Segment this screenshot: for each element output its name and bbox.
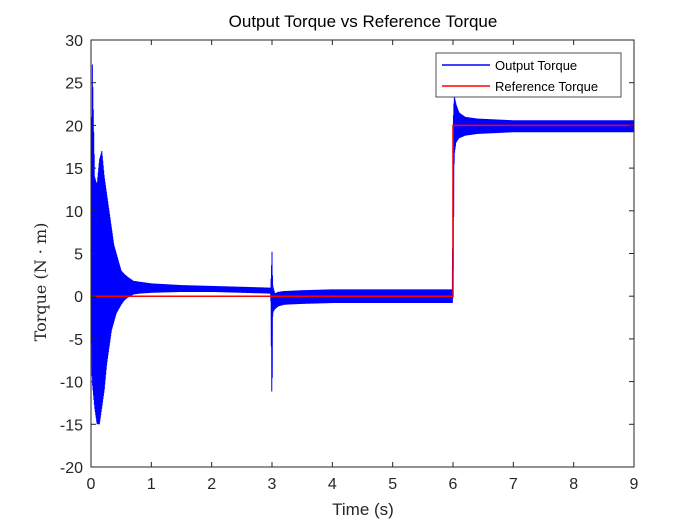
y-tick-label: -5 <box>69 332 83 349</box>
legend: Output Torque Reference Torque <box>435 52 622 98</box>
y-axis-label: Torque (N · m) <box>31 223 50 342</box>
x-tick-label: 8 <box>569 476 578 493</box>
y-tick-label: 30 <box>65 33 83 50</box>
series-output-torque-line <box>90 64 635 425</box>
y-tick-label: 25 <box>65 76 83 93</box>
x-tick-label: 2 <box>207 476 216 493</box>
y-tick-label: 10 <box>65 204 83 221</box>
x-tick-label: 4 <box>328 476 337 493</box>
y-tick-label: 5 <box>74 247 83 264</box>
y-tick-label: -10 <box>60 375 83 392</box>
x-tick-label: 3 <box>268 476 277 493</box>
x-tick-label: 9 <box>630 476 639 493</box>
y-tick-label: 20 <box>65 118 83 135</box>
chart-title: Output Torque vs Reference Torque <box>229 12 498 31</box>
y-tick-label: 0 <box>74 289 83 306</box>
series-reference-torque-line <box>91 124 634 297</box>
x-tick-label: 7 <box>509 476 518 493</box>
legend-box <box>435 52 622 98</box>
y-tick-label: 15 <box>65 161 83 178</box>
y-axis-ticks: -20 -15 -10 -5 0 5 10 15 20 25 30 <box>60 33 634 477</box>
axes-background <box>91 40 634 467</box>
legend-label-reference-torque: Reference Torque <box>495 79 598 94</box>
x-axis-label: Time (s) <box>332 500 394 519</box>
series-layer <box>90 64 635 425</box>
legend-label-output-torque: Output Torque <box>495 58 577 73</box>
x-tick-label: 1 <box>147 476 156 493</box>
x-tick-label: 0 <box>87 476 96 493</box>
x-tick-label: 6 <box>449 476 458 493</box>
x-tick-label: 5 <box>388 476 397 493</box>
plot-area: 0 1 2 3 4 5 6 7 8 9 -20 -15 -10 -5 0 5 10 15 20 25 30 <box>60 33 639 493</box>
y-tick-label: -20 <box>60 460 83 477</box>
x-axis-ticks: 0 1 2 3 4 5 6 7 8 9 <box>87 40 639 493</box>
y-tick-label: -15 <box>60 417 83 434</box>
